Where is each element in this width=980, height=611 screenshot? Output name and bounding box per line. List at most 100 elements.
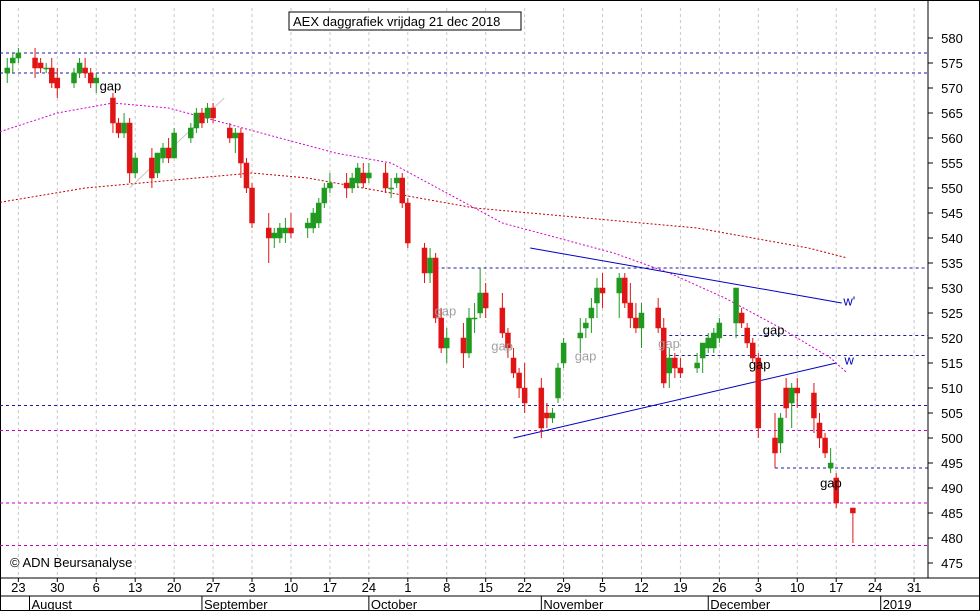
x-tick-label: 19 xyxy=(673,580,687,595)
candle-body xyxy=(110,97,116,124)
candle-body xyxy=(227,127,233,139)
candle-body xyxy=(399,177,405,204)
month-label: August xyxy=(31,597,72,611)
candle-body xyxy=(660,327,667,384)
candle-body xyxy=(772,437,778,454)
candle-body xyxy=(393,177,400,184)
candle-body xyxy=(382,172,389,189)
x-tick-label: 10 xyxy=(284,580,298,595)
candle-body xyxy=(427,257,433,274)
trend-line xyxy=(530,247,842,304)
candle-body xyxy=(10,57,16,64)
candle-body xyxy=(121,122,127,134)
y-tick-label: 545 xyxy=(941,206,963,221)
candle-body xyxy=(466,317,472,354)
y-tick-label: 565 xyxy=(941,106,963,121)
x-tick-label: 30 xyxy=(50,580,64,595)
candle-body xyxy=(827,462,834,469)
candle-body xyxy=(677,367,684,374)
candle-body xyxy=(54,77,61,89)
x-tick-label: 17 xyxy=(829,580,843,595)
moving-average-layer xyxy=(0,102,848,374)
candle-body xyxy=(199,112,205,124)
candle-body xyxy=(850,507,856,514)
candle-body xyxy=(588,307,595,319)
y-tick-label: 480 xyxy=(941,531,963,546)
y-tick-label: 555 xyxy=(941,156,963,171)
y-tick-label: 570 xyxy=(941,81,963,96)
candle-body xyxy=(699,342,706,359)
candle-body xyxy=(616,277,622,294)
candle-body xyxy=(265,227,272,239)
candle-body xyxy=(71,72,77,84)
candle-body xyxy=(354,167,361,184)
x-tick-label: 24 xyxy=(362,580,376,595)
candle-body xyxy=(555,367,561,399)
candle-body xyxy=(516,372,522,389)
annotation-label: w' xyxy=(842,294,855,309)
annotation-label: gap xyxy=(100,79,122,94)
x-tick-label: 27 xyxy=(206,580,220,595)
candle-body xyxy=(633,317,639,329)
candle-body xyxy=(744,327,750,344)
candle-body xyxy=(193,112,200,129)
candle-body xyxy=(599,287,606,294)
annotation-label: gap xyxy=(820,476,842,491)
candle-body xyxy=(405,202,411,244)
y-tick-label: 540 xyxy=(941,231,963,246)
y-tick-label: 495 xyxy=(941,456,963,471)
y-tick-label: 490 xyxy=(941,481,963,496)
candle-body xyxy=(733,287,739,324)
annotation-label: gap xyxy=(749,357,771,372)
x-tick-label: 20 xyxy=(167,580,181,595)
candle-body xyxy=(521,387,528,404)
candle-body xyxy=(48,67,55,84)
y-tick-label: 575 xyxy=(941,56,963,71)
candle-body xyxy=(165,147,172,159)
x-tick-label: 24 xyxy=(868,580,882,595)
candle-body xyxy=(238,132,244,164)
candle-body xyxy=(749,342,756,359)
copyright-label: © ADN Beursanalyse xyxy=(10,555,132,570)
candle-body xyxy=(288,227,294,234)
candle-body xyxy=(549,412,556,419)
x-tick-label: 5 xyxy=(599,580,606,595)
y-tick-label: 530 xyxy=(941,281,963,296)
candle-body xyxy=(210,107,216,119)
x-tick-label: 15 xyxy=(478,580,492,595)
candle-body xyxy=(716,322,723,339)
candle-body xyxy=(37,62,44,69)
candle-body xyxy=(343,182,350,189)
candle-body xyxy=(82,67,88,74)
candle-body xyxy=(232,132,239,139)
candle-body xyxy=(321,187,328,204)
y-tick-label: 550 xyxy=(941,181,963,196)
candle-body xyxy=(388,187,394,190)
x-tick-label: 23 xyxy=(11,580,25,595)
candle-body xyxy=(132,157,138,174)
month-label: 2019 xyxy=(883,597,912,611)
candle-body xyxy=(738,312,745,324)
x-tick-label: 8 xyxy=(443,580,450,595)
x-tick-label: 1 xyxy=(404,580,411,595)
x-tick-label: 29 xyxy=(556,580,570,595)
annotation-label: gap xyxy=(491,339,513,354)
candle-body xyxy=(310,212,316,229)
candle-body xyxy=(777,417,784,444)
candle-body xyxy=(822,437,828,454)
candle-body xyxy=(577,332,584,339)
moving-average-line xyxy=(0,102,848,374)
y-tick-label: 580 xyxy=(941,31,963,46)
y-tick-label: 560 xyxy=(941,131,963,146)
candle-body xyxy=(32,57,38,69)
candle-body xyxy=(15,52,22,59)
candle-body xyxy=(87,72,94,84)
candle-body xyxy=(655,307,661,329)
candle-body xyxy=(432,257,439,319)
candle-body xyxy=(188,127,194,139)
candle-body xyxy=(421,247,428,274)
x-tick-label: 6 xyxy=(93,580,100,595)
y-tick-label: 525 xyxy=(941,306,963,321)
candle-body xyxy=(154,152,161,174)
